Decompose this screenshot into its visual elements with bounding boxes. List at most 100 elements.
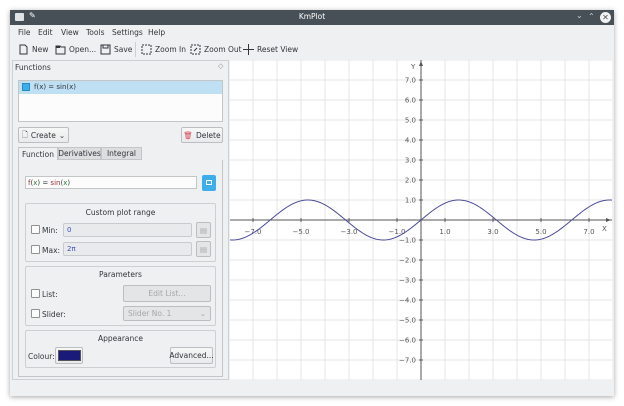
list-checkbox[interactable] — [31, 289, 40, 298]
y-tick-label: −3.0 — [399, 277, 416, 285]
zoom-out-button[interactable]: Zoom Out — [190, 44, 242, 55]
x-tick-label: 3.0 — [487, 228, 498, 236]
save-button[interactable]: Save — [100, 44, 132, 55]
trash-icon: 🗑 — [183, 130, 193, 140]
dock-float-icon[interactable]: ◇ — [218, 62, 224, 70]
x-tick-label: −7.0 — [245, 228, 262, 236]
x-tick-label: 7.0 — [583, 228, 594, 236]
menu-settings[interactable]: Settings — [112, 28, 143, 37]
menu-tools[interactable]: Tools — [86, 28, 105, 37]
x-axis-arrow — [606, 218, 611, 222]
y-tick-label: 3.0 — [405, 157, 416, 165]
y-tick-label: 7.0 — [405, 77, 416, 85]
save-icon — [100, 44, 111, 55]
colour-label: Colour: — [28, 352, 55, 361]
slider-checkbox[interactable] — [31, 309, 40, 318]
min-input[interactable]: 0 — [63, 223, 192, 237]
y-tick-label: −2.0 — [399, 257, 416, 265]
plot-area[interactable]: X Y −7.0 −5.0 −3.0 −1.0 1.0 3.0 5.0 7.0 7.0 6.0 5.0 4… — [230, 60, 612, 380]
new-file-icon: 🗋 — [21, 129, 28, 139]
list-label: List: — [42, 290, 58, 299]
y-tick-label: 5.0 — [405, 117, 416, 125]
tab-panel — [18, 160, 223, 377]
max-checkbox[interactable] — [31, 245, 40, 254]
calculator-icon — [206, 180, 212, 185]
zoom-in-button[interactable]: Zoom In — [141, 44, 186, 55]
function-curve — [230, 199, 612, 241]
zoom-in-label: Zoom In — [155, 45, 186, 54]
zoom-in-icon — [141, 44, 152, 55]
chevron-down-icon: ⌄ — [199, 309, 206, 318]
x-tick-label: −5.0 — [293, 228, 310, 236]
min-checkbox[interactable] — [31, 225, 40, 234]
tab-integral[interactable]: Integral — [101, 147, 142, 160]
group-title: Custom plot range — [85, 208, 156, 217]
min-editor-button[interactable]: ▤ — [196, 222, 211, 238]
crosshair-icon — [243, 44, 254, 55]
colour-button[interactable] — [55, 347, 83, 364]
x-tick-label: 5.0 — [535, 228, 546, 236]
colour-swatch — [57, 350, 81, 361]
chevron-down-icon: ⌄ — [58, 130, 66, 140]
max-editor-button[interactable]: ▤ — [196, 241, 211, 257]
new-button[interactable]: New — [18, 44, 48, 55]
y-axis-label: Y — [410, 63, 416, 71]
calculator-icon: ▤ — [199, 225, 208, 235]
slider-select[interactable]: Slider No. 1 ⌄ — [123, 306, 211, 321]
edit-list-button[interactable]: Edit List... — [123, 285, 211, 302]
menu-file[interactable]: File — [18, 28, 31, 37]
open-label: Open... — [69, 45, 97, 54]
equation-editor-button[interactable] — [202, 175, 216, 191]
min-label: Min: — [42, 226, 58, 235]
y-tick-label: 1.0 — [405, 197, 416, 205]
y-tick-label: 4.0 — [405, 137, 416, 145]
max-label: Max: — [42, 246, 61, 255]
reset-view-label: Reset View — [257, 45, 299, 54]
toolbar-separator — [135, 42, 136, 57]
menu-edit[interactable]: Edit — [38, 28, 53, 37]
close-button[interactable]: ✕ — [600, 12, 611, 23]
new-file-icon — [19, 44, 28, 55]
create-button[interactable]: 🗋 Create ⌄ — [18, 127, 69, 143]
menu-view[interactable]: View — [61, 28, 79, 37]
y-tick-label: 2.0 — [405, 177, 416, 185]
calculator-icon: ▤ — [199, 244, 208, 254]
x-tick-label: −3.0 — [341, 228, 358, 236]
x-axis-label: X — [602, 225, 607, 233]
y-tick-label: −4.0 — [399, 297, 416, 305]
dock-title: Functions — [15, 63, 51, 72]
y-tick-label: −6.0 — [399, 337, 416, 345]
tab-derivatives[interactable]: Derivatives — [58, 147, 101, 160]
maximize-button[interactable]: ⌃ — [588, 12, 595, 21]
title-bar[interactable]: ✎ KmPlot ⌄ ⌃ ✕ — [10, 10, 614, 25]
function-list-item[interactable]: f(x) = sin(x) — [19, 81, 222, 94]
reset-view-button[interactable]: Reset View — [243, 44, 298, 55]
function-list[interactable]: f(x) = sin(x) — [18, 80, 223, 122]
group-title: Parameters — [99, 270, 142, 279]
advanced-button[interactable]: Advanced... — [169, 347, 214, 364]
open-button[interactable]: Open... — [55, 44, 96, 55]
pin-icon[interactable]: ✎ — [29, 11, 36, 20]
y-axis-arrow — [419, 61, 423, 66]
create-label: Create — [30, 130, 56, 140]
x-tick-label: −1.0 — [389, 228, 406, 236]
new-label: New — [32, 45, 49, 54]
function-label: f(x) = sin(x) — [34, 83, 77, 91]
y-tick-label: 6.0 — [405, 97, 416, 105]
tab-function[interactable]: Function — [18, 147, 58, 160]
window-title: KmPlot — [298, 12, 326, 21]
save-label: Save — [114, 45, 133, 54]
equation-input[interactable]: f(x) = sin(x) — [25, 176, 197, 189]
app-icon — [15, 13, 24, 21]
group-title: Appearance — [97, 334, 144, 343]
y-tick-label: −1.0 — [399, 237, 416, 245]
max-input[interactable]: 2π — [63, 242, 192, 256]
menu-help[interactable]: Help — [148, 28, 166, 37]
folder-icon — [55, 45, 66, 55]
delete-button[interactable]: 🗑 Delete — [181, 127, 223, 143]
function-checkbox[interactable] — [22, 83, 30, 91]
zoom-out-label: Zoom Out — [204, 45, 242, 54]
minimize-button[interactable]: ⌄ — [576, 11, 583, 20]
y-tick-label: −7.0 — [399, 357, 416, 365]
x-tick-label: 1.0 — [439, 228, 450, 236]
